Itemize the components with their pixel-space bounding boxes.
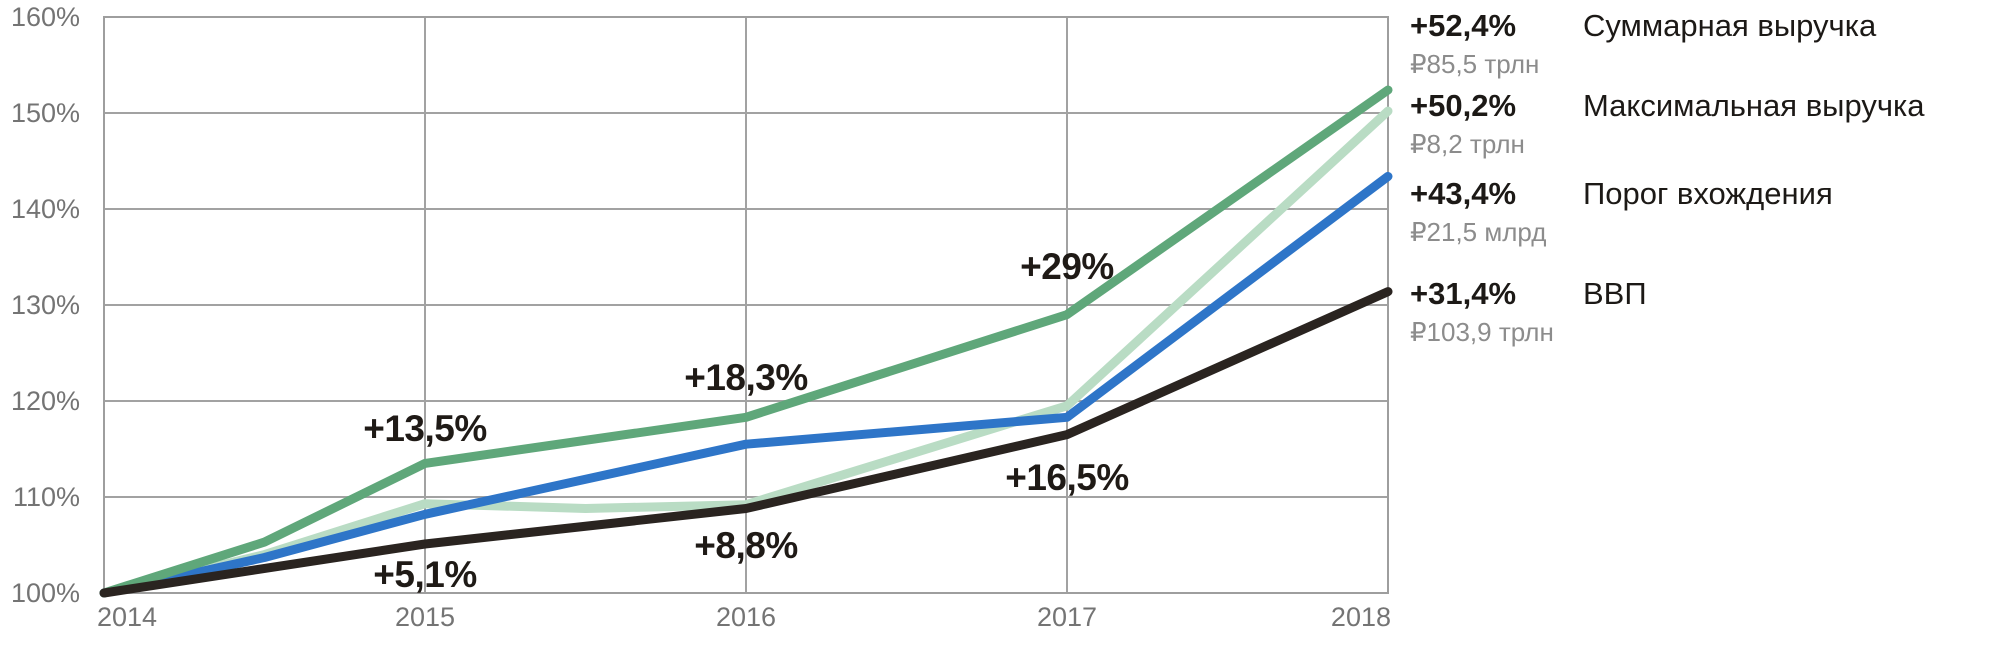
x-axis-tick: 2016 [715,602,777,632]
x-axis-tick: 2018 [1330,602,1391,632]
y-axis-tick: 120% [10,386,80,416]
series-line-entry_threshold [99,171,1393,598]
y-axis-tick: 150% [10,98,80,128]
x-axis-tick: 2015 [394,602,456,632]
legend-item-entry-threshold: +43,4% Порог вхождения ₽21,5 млрд [1410,175,2010,247]
legend-change-value: +43,4% [1410,176,1517,211]
chart-annotation: +8,8% [694,524,798,566]
chart-annotation: +29% [1020,245,1114,287]
series-line-gdp [99,287,1393,598]
chart-annotation: +13,5% [363,408,487,450]
y-axis-tick: 110% [12,482,80,512]
legend-absolute-value: ₽103,9 трлн [1410,317,1554,347]
chart-annotation: +16,5% [1005,456,1129,498]
legend-change-value: +50,2% [1410,88,1517,123]
legend-item-max-revenue: +50,2% Максимальная выручка ₽8,2 трлн [1410,87,2010,159]
x-axis-tick: 2017 [1036,602,1098,632]
y-axis-tick: 140% [10,194,80,224]
legend-item-total-revenue: +52,4% Суммарная выручка ₽85,5 трлн [1410,7,2010,79]
legend-item-gdp: +31,4% ВВП ₽103,9 трлн [1410,275,2010,347]
y-axis-tick: 130% [10,290,80,320]
y-axis-tick: 100% [10,578,80,608]
legend-change-value: +52,4% [1410,8,1517,43]
legend: +52,4% Суммарная выручка ₽85,5 трлн +50,2… [1410,0,2010,655]
plot-frame [103,16,1389,594]
y-axis-tick: 160% [10,2,80,32]
chart-annotation: +5,1% [373,554,477,596]
legend-absolute-value: ₽8,2 трлн [1410,129,1525,159]
series-line-total_revenue [99,85,1393,598]
legend-absolute-value: ₽85,5 трлн [1410,49,1540,79]
legend-series-name: Максимальная выручка [1583,88,1925,123]
legend-absolute-value: ₽21,5 млрд [1410,217,1547,247]
chart-annotation: +18,3% [684,357,808,399]
legend-change-value: +31,4% [1410,276,1517,311]
legend-series-name: Суммарная выручка [1583,8,1877,43]
x-axis-tick: 2014 [97,602,158,632]
legend-series-name: Порог вхождения [1583,176,1833,211]
legend-series-name: ВВП [1583,276,1647,311]
